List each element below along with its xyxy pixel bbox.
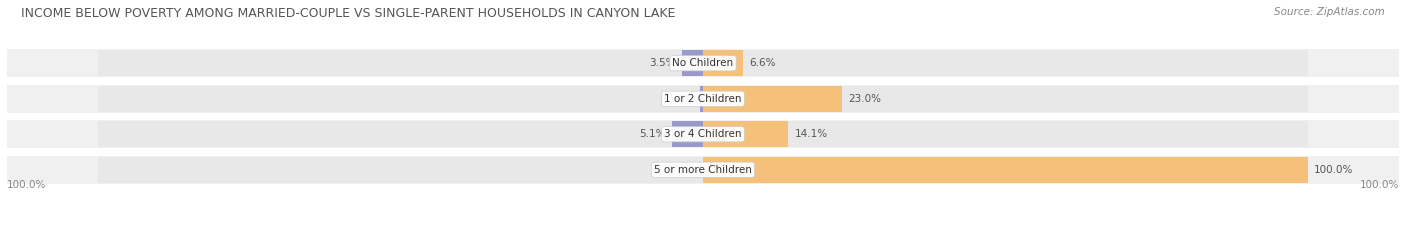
Text: No Children: No Children	[672, 58, 734, 68]
Bar	[98, 86, 703, 112]
Text: 100.0%: 100.0%	[7, 180, 46, 190]
Text: 3 or 4 Children: 3 or 4 Children	[664, 129, 742, 139]
Text: 5.1%: 5.1%	[640, 129, 666, 139]
Text: 0.0%: 0.0%	[671, 165, 697, 175]
Bar	[700, 86, 703, 112]
Text: 23.0%: 23.0%	[848, 94, 882, 104]
Bar	[682, 51, 703, 76]
Bar	[703, 86, 1308, 112]
Text: Source: ZipAtlas.com: Source: ZipAtlas.com	[1274, 7, 1385, 17]
Text: 14.1%: 14.1%	[794, 129, 828, 139]
Bar	[703, 121, 1308, 147]
Bar	[7, 85, 1399, 113]
Bar	[703, 86, 842, 112]
Bar	[98, 157, 703, 182]
Bar	[7, 120, 1399, 148]
Bar	[703, 157, 1308, 182]
Bar	[703, 51, 742, 76]
Bar	[703, 121, 789, 147]
Text: 100.0%: 100.0%	[1360, 180, 1399, 190]
Bar	[703, 51, 1308, 76]
Bar	[98, 51, 703, 76]
Bar	[672, 121, 703, 147]
Bar	[7, 156, 1399, 184]
Text: 0.54%: 0.54%	[661, 94, 693, 104]
Text: 3.5%: 3.5%	[650, 58, 676, 68]
Bar	[98, 121, 703, 147]
Text: 6.6%: 6.6%	[749, 58, 776, 68]
Text: INCOME BELOW POVERTY AMONG MARRIED-COUPLE VS SINGLE-PARENT HOUSEHOLDS IN CANYON : INCOME BELOW POVERTY AMONG MARRIED-COUPL…	[21, 7, 675, 20]
Text: 5 or more Children: 5 or more Children	[654, 165, 752, 175]
Text: 100.0%: 100.0%	[1315, 165, 1354, 175]
Bar	[703, 157, 1308, 182]
Text: 1 or 2 Children: 1 or 2 Children	[664, 94, 742, 104]
Bar	[7, 49, 1399, 77]
